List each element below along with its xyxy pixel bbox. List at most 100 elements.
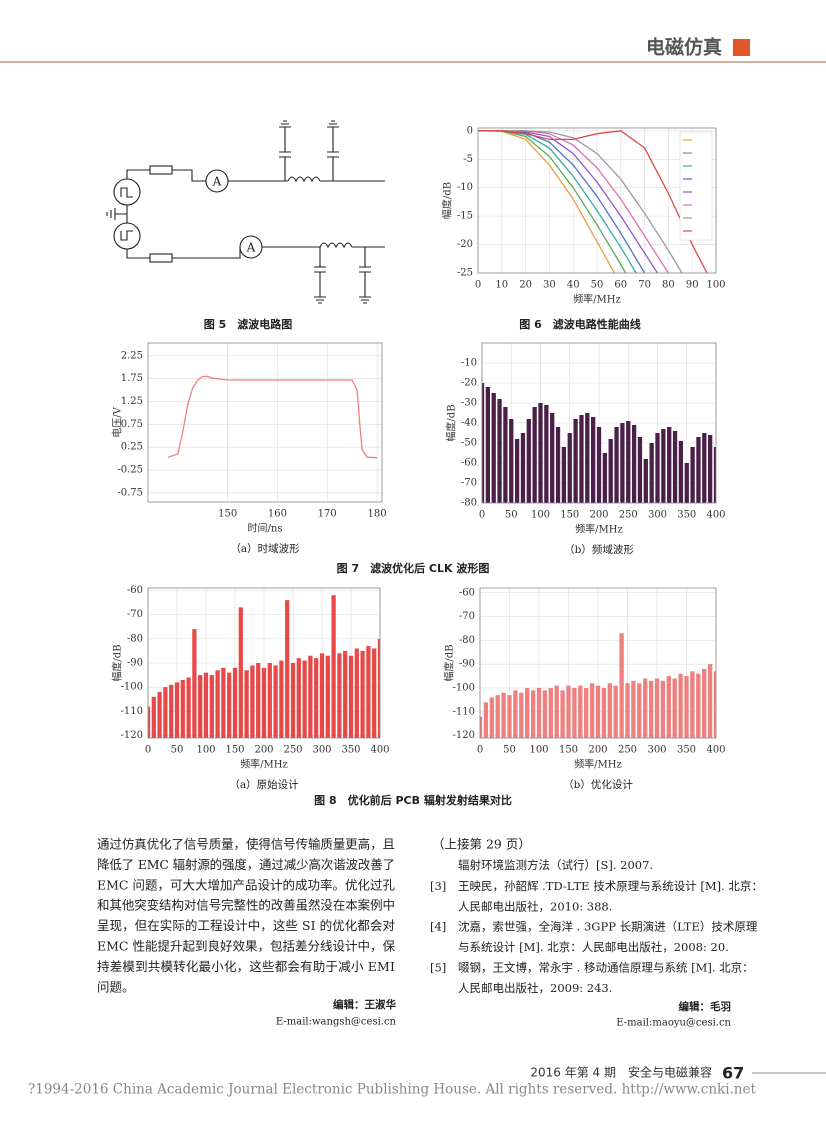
bar (607, 683, 612, 738)
y-tick-label: -60 (461, 458, 477, 469)
bar (548, 688, 553, 738)
bar (198, 675, 203, 738)
bar (649, 443, 654, 503)
x-tick-label: 200 (254, 745, 273, 756)
bar (525, 688, 530, 738)
y-tick-label: -40 (461, 418, 477, 429)
bar (519, 692, 524, 738)
bar (702, 668, 707, 738)
bar (544, 405, 549, 503)
body-line: 和其他突变结构对信号完整性的改善虽然没在本案例中 (97, 898, 395, 913)
bar (613, 685, 618, 738)
bar (620, 423, 625, 503)
y-tick-label: -120 (121, 730, 143, 741)
bar (713, 671, 716, 738)
bar (690, 671, 695, 738)
bar (660, 680, 666, 738)
x-tick-label: 20 (519, 280, 532, 291)
plot-marks (482, 383, 716, 503)
x-tick-label: 90 (686, 280, 699, 291)
x-tick-label: 70 (638, 280, 651, 291)
y-tick-label: 1.25 (121, 396, 143, 407)
bar (325, 655, 330, 738)
y-tick-label: -0.25 (117, 465, 143, 476)
bar (209, 675, 214, 738)
bar (238, 607, 243, 738)
y-tick-label: -90 (127, 658, 143, 669)
bar (267, 663, 272, 738)
body-line: EMC 性能提升起到良好效果，包括差分线设计中，保 (97, 939, 395, 954)
bar (585, 413, 590, 503)
plot-area (148, 343, 382, 502)
reference-line: 啜钢，王文博，常永宇 . 移动通信原理与系统 [M]. 北京： (458, 960, 754, 974)
body-line: 降低了 EMC 辐射源的强度，通过减少高次谐波改善了 (97, 857, 395, 872)
y-tick-label: -15 (457, 211, 473, 222)
x-tick-label: 150 (218, 509, 237, 520)
page-number: 67 (722, 1064, 744, 1083)
x-tick-label: 350 (677, 745, 696, 756)
bar (509, 419, 514, 503)
x-axis-label: 时间/ns (248, 522, 283, 535)
bar (227, 672, 232, 738)
reference-line: 辐射环境监测方法（试行）[S]. 2007. (458, 858, 653, 872)
x-tick-label: 80 (662, 280, 675, 291)
bar (672, 678, 677, 738)
y-tick-label: 0.75 (121, 419, 143, 430)
bar (513, 690, 518, 738)
bar (507, 695, 512, 738)
plot-frame (479, 587, 717, 739)
bar (667, 427, 672, 503)
bar (482, 383, 485, 503)
plot-frame (481, 342, 717, 504)
y-tick-label: -60 (127, 585, 143, 596)
plot-frame (147, 342, 383, 503)
bar (343, 650, 348, 738)
x-tick-label: 50 (591, 280, 604, 291)
x-tick-label: 100 (706, 280, 725, 291)
x-tick-label: 170 (318, 509, 337, 520)
plot-marks (148, 595, 380, 738)
bar (366, 646, 371, 738)
body-line: EMC 问题，可大大增加产品设计的成功率。优化过孔 (97, 877, 395, 892)
bar (684, 463, 689, 503)
bar (192, 629, 197, 738)
editor-email: E-mail:wangsh@cesi.cn (276, 1017, 397, 1028)
bar (285, 600, 290, 738)
bar (708, 435, 713, 503)
bar (643, 678, 648, 738)
x-tick-label: 150 (560, 510, 579, 521)
x-tick-label: 160 (268, 509, 287, 520)
x-tick-label: 30 (543, 280, 556, 291)
x-tick-label: 350 (677, 510, 696, 521)
x-tick-label: 180 (367, 509, 386, 520)
y-tick-label: 0.25 (121, 442, 143, 453)
bar (151, 696, 156, 738)
bar (542, 690, 548, 738)
bar (661, 429, 666, 503)
bar (560, 690, 565, 738)
bar (250, 665, 255, 738)
series-line (478, 130, 683, 273)
y-tick-label: 0 (467, 125, 473, 136)
x-tick-label: 50 (505, 510, 518, 521)
y-axis-label: 幅度/dB (445, 404, 458, 441)
x-tick-label: 0 (479, 510, 485, 521)
x-tick-label: 400 (706, 510, 725, 521)
y-tick-label: 1.75 (121, 373, 143, 384)
reference-line: 沈嘉，索世强，全海洋 . 3GPP 长期演进（LTE）技术原理 (458, 920, 758, 934)
bar (626, 421, 631, 503)
y-tick-label: -10 (461, 358, 477, 369)
bar (654, 678, 660, 738)
sub-caption: （a）时域波形 (230, 542, 300, 555)
bar (561, 447, 567, 503)
bar (157, 692, 162, 738)
bar (354, 648, 359, 738)
reference-number: [5] (430, 960, 446, 974)
bar (514, 439, 520, 503)
bar (501, 692, 506, 738)
bar (573, 419, 578, 503)
bar (530, 690, 536, 738)
y-tick-label: -30 (461, 398, 477, 409)
ammeter-label: A (246, 241, 256, 255)
